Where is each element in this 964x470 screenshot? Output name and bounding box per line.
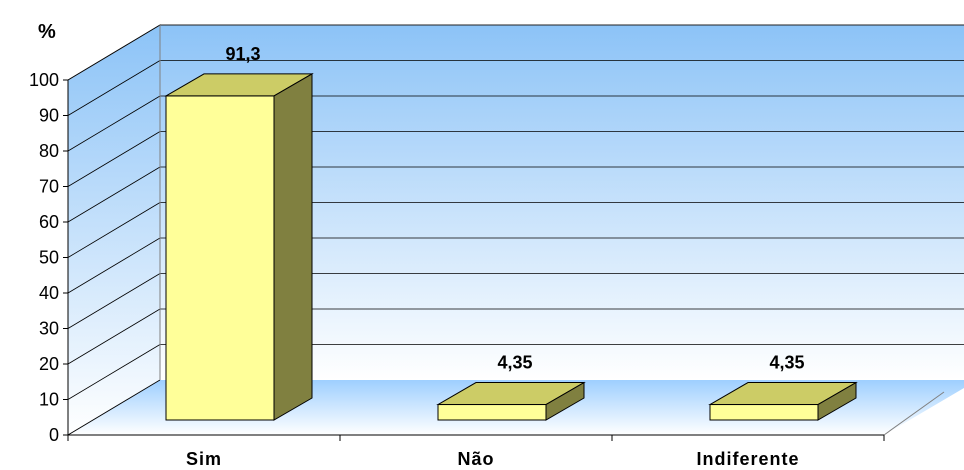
floor-right-edge <box>883 391 945 436</box>
bar-side-face <box>273 73 313 421</box>
gridline-side <box>67 60 161 116</box>
y-tick-label: 100 <box>29 70 59 90</box>
bar-não <box>436 381 586 421</box>
gridline-side <box>67 379 161 436</box>
data-label: 91,3 <box>225 44 260 64</box>
y-tick-label: 60 <box>39 212 59 232</box>
y-tick-label: 80 <box>39 141 59 161</box>
gridline-side <box>67 95 161 152</box>
gridline-side <box>67 344 161 400</box>
y-tick-label: 40 <box>39 283 59 303</box>
y-tick-label: 10 <box>39 390 59 410</box>
bar-front-face <box>437 404 547 421</box>
gridline-side <box>67 24 161 81</box>
gridline-side <box>67 202 161 258</box>
bar-sim <box>164 73 314 421</box>
bar-indiferente <box>708 381 858 421</box>
bar-side-face <box>545 381 585 421</box>
gridline-side <box>67 308 161 365</box>
gridline-side <box>67 237 161 294</box>
y-tick-label: 90 <box>39 106 59 126</box>
data-label: 4,35 <box>497 353 532 373</box>
x-tick-label: Sim <box>186 449 222 469</box>
axes: 0 10 20 30 40 50 60 70 80 90 100 <box>29 70 885 445</box>
bars <box>164 73 858 421</box>
bar-front-face <box>165 95 275 421</box>
x-tick-label: Não <box>457 449 494 469</box>
y-tick-label: 20 <box>39 354 59 374</box>
labels: 91,3 Sim 4,35 Não 4,35 Indiferente <box>186 44 805 469</box>
bar-front-face <box>709 404 819 421</box>
bar-side-face <box>817 381 857 421</box>
y-tick-label: 50 <box>39 248 59 268</box>
y-tick-label: 70 <box>39 177 59 197</box>
x-tick-label: Indiferente <box>696 449 799 469</box>
data-label: 4,35 <box>769 353 804 373</box>
y-tick-label: 30 <box>39 319 59 339</box>
y-tick-label: 0 <box>49 425 59 445</box>
gridline-side <box>67 166 161 223</box>
gridline-side <box>67 273 161 329</box>
y-axis-label: % <box>38 21 56 43</box>
gridline-side <box>67 131 161 187</box>
